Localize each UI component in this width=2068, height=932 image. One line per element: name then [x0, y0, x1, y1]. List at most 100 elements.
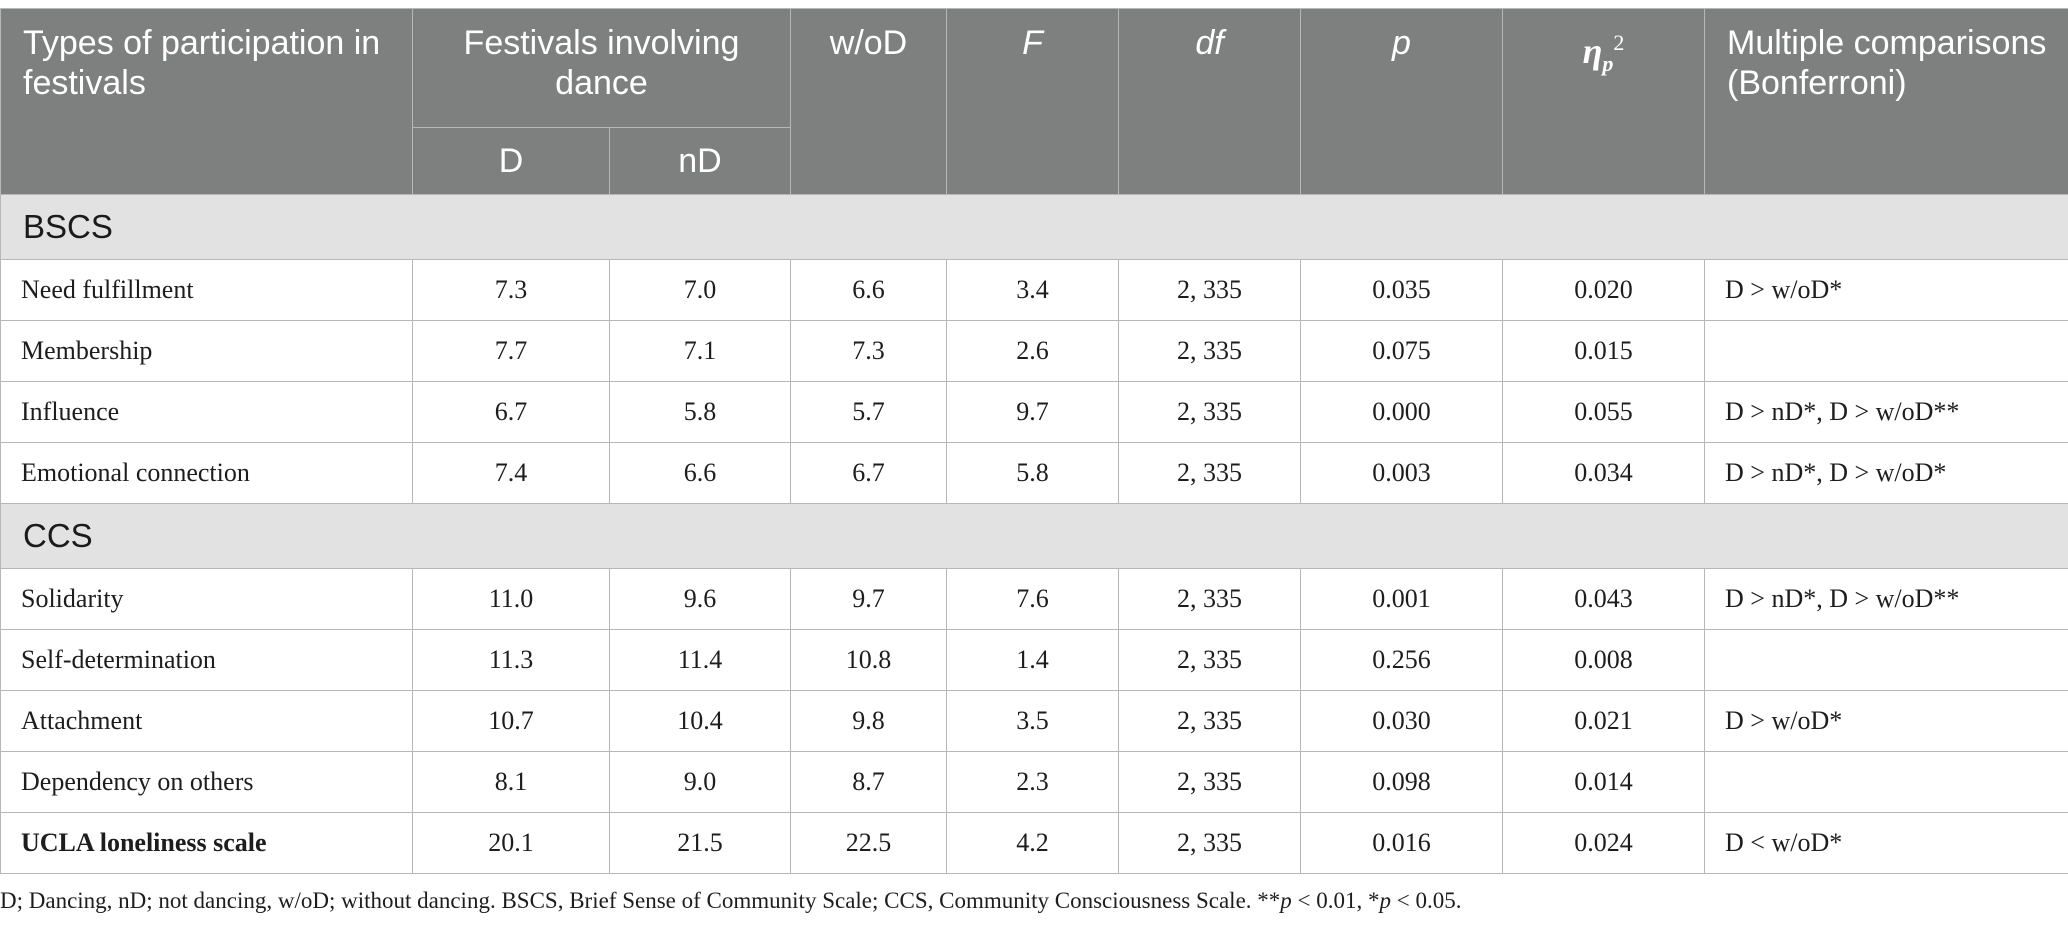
header-wod: w/oD [790, 8, 947, 195]
footnote-p-symbol-1: p [1280, 888, 1292, 913]
header-f: F [946, 8, 1119, 195]
header-participation-type: Types of participation in festivals [0, 8, 413, 195]
cell-nd: 7.1 [609, 320, 791, 382]
header-eta: ηp2 [1502, 8, 1705, 195]
footnote-p-symbol-2: p [1379, 888, 1392, 913]
cell-d: 8.1 [412, 751, 610, 813]
header-f-label: F [1022, 24, 1043, 62]
cell-df: 2, 335 [1118, 381, 1301, 443]
table-row: Need fulfillment 7.3 7.0 6.6 3.4 2, 335 … [0, 259, 2068, 321]
cell-eta: 0.055 [1502, 381, 1705, 443]
cell-comparison [1704, 320, 2068, 382]
cell-nd: 9.0 [609, 751, 791, 813]
cell-p: 0.098 [1300, 751, 1503, 813]
cell-comparison [1704, 629, 2068, 691]
footnote-text-c: < 0.05. [1391, 888, 1462, 913]
cell-comparison: D > nD*, D > w/oD** [1704, 381, 2068, 443]
cell-p: 0.001 [1300, 568, 1503, 630]
cell-nd: 21.5 [609, 812, 791, 874]
section-row-ccs: CCS [0, 503, 2068, 569]
cell-wod: 9.7 [790, 568, 947, 630]
cell-wod: 9.8 [790, 690, 947, 752]
header-p: p [1300, 8, 1503, 195]
cell-df: 2, 335 [1118, 690, 1301, 752]
table-header: Types of participation in festivals Fest… [0, 8, 2068, 195]
cell-comparison: D > nD*, D > w/oD** [1704, 568, 2068, 630]
eta-subscript: p [1602, 51, 1614, 77]
cell-df: 2, 335 [1118, 320, 1301, 382]
cell-p: 0.075 [1300, 320, 1503, 382]
eta-superscript: 2 [1613, 30, 1625, 55]
cell-nd: 10.4 [609, 690, 791, 752]
cell-d: 6.7 [412, 381, 610, 443]
header-d: D [412, 127, 610, 195]
cell-wod: 6.7 [790, 442, 947, 504]
cell-nd: 7.0 [609, 259, 791, 321]
cell-f: 3.4 [946, 259, 1119, 321]
header-df: df [1118, 8, 1301, 195]
cell-comparison: D < w/oD* [1704, 812, 2068, 874]
cell-f: 4.2 [946, 812, 1119, 874]
table-row: Solidarity 11.0 9.6 9.7 7.6 2, 335 0.001… [0, 568, 2068, 630]
row-label: Membership [0, 320, 413, 382]
cell-eta: 0.021 [1502, 690, 1705, 752]
cell-wod: 6.6 [790, 259, 947, 321]
table-row: UCLA loneliness scale 20.1 21.5 22.5 4.2… [0, 812, 2068, 874]
cell-f: 7.6 [946, 568, 1119, 630]
cell-wod: 7.3 [790, 320, 947, 382]
cell-eta: 0.008 [1502, 629, 1705, 691]
cell-nd: 6.6 [609, 442, 791, 504]
cell-d: 10.7 [412, 690, 610, 752]
cell-eta: 0.015 [1502, 320, 1705, 382]
cell-p: 0.003 [1300, 442, 1503, 504]
section-title-ccs: CCS [0, 503, 2068, 569]
cell-f: 2.3 [946, 751, 1119, 813]
cell-p: 0.000 [1300, 381, 1503, 443]
section-row-bscs: BSCS [0, 194, 2068, 260]
cell-eta: 0.014 [1502, 751, 1705, 813]
row-label: Influence [0, 381, 413, 443]
row-label: UCLA loneliness scale [0, 812, 413, 874]
table-row: Attachment 10.7 10.4 9.8 3.5 2, 335 0.03… [0, 690, 2068, 752]
cell-comparison: D > w/oD* [1704, 690, 2068, 752]
table-footnote: D; Dancing, nD; not dancing, w/oD; witho… [0, 888, 1462, 914]
table-row: Dependency on others 8.1 9.0 8.7 2.3 2, … [0, 751, 2068, 813]
cell-p: 0.016 [1300, 812, 1503, 874]
footnote-text-b: < 0.01, * [1291, 888, 1380, 913]
footnote-text-a: D; Dancing, nD; not dancing, w/oD; witho… [0, 888, 1281, 913]
cell-wod: 10.8 [790, 629, 947, 691]
cell-df: 2, 335 [1118, 629, 1301, 691]
cell-df: 2, 335 [1118, 812, 1301, 874]
table-row: Self-determination 11.3 11.4 10.8 1.4 2,… [0, 629, 2068, 691]
row-label: Need fulfillment [0, 259, 413, 321]
cell-d: 7.7 [412, 320, 610, 382]
cell-eta: 0.024 [1502, 812, 1705, 874]
cell-p: 0.256 [1300, 629, 1503, 691]
eta-symbol: η [1582, 31, 1603, 71]
row-label: Attachment [0, 690, 413, 752]
cell-nd: 9.6 [609, 568, 791, 630]
cell-df: 2, 335 [1118, 442, 1301, 504]
cell-df: 2, 335 [1118, 259, 1301, 321]
results-table: Types of participation in festivals Fest… [0, 8, 2068, 874]
cell-f: 2.6 [946, 320, 1119, 382]
cell-f: 9.7 [946, 381, 1119, 443]
cell-df: 2, 335 [1118, 568, 1301, 630]
cell-eta: 0.020 [1502, 259, 1705, 321]
cell-d: 11.0 [412, 568, 610, 630]
cell-eta: 0.034 [1502, 442, 1705, 504]
cell-d: 7.4 [412, 442, 610, 504]
cell-p: 0.035 [1300, 259, 1503, 321]
row-label: Solidarity [0, 568, 413, 630]
cell-eta: 0.043 [1502, 568, 1705, 630]
cell-comparison: D > nD*, D > w/oD* [1704, 442, 2068, 504]
table-row: Emotional connection 7.4 6.6 6.7 5.8 2, … [0, 442, 2068, 504]
cell-f: 1.4 [946, 629, 1119, 691]
cell-f: 5.8 [946, 442, 1119, 504]
header-eta-label: ηp2 [1582, 30, 1625, 76]
header-multiple-comparisons: Multiple comparisons (Bonferroni) [1704, 8, 2068, 195]
cell-comparison [1704, 751, 2068, 813]
header-p-label: p [1392, 24, 1411, 62]
row-label: Emotional connection [0, 442, 413, 504]
cell-wod: 22.5 [790, 812, 947, 874]
